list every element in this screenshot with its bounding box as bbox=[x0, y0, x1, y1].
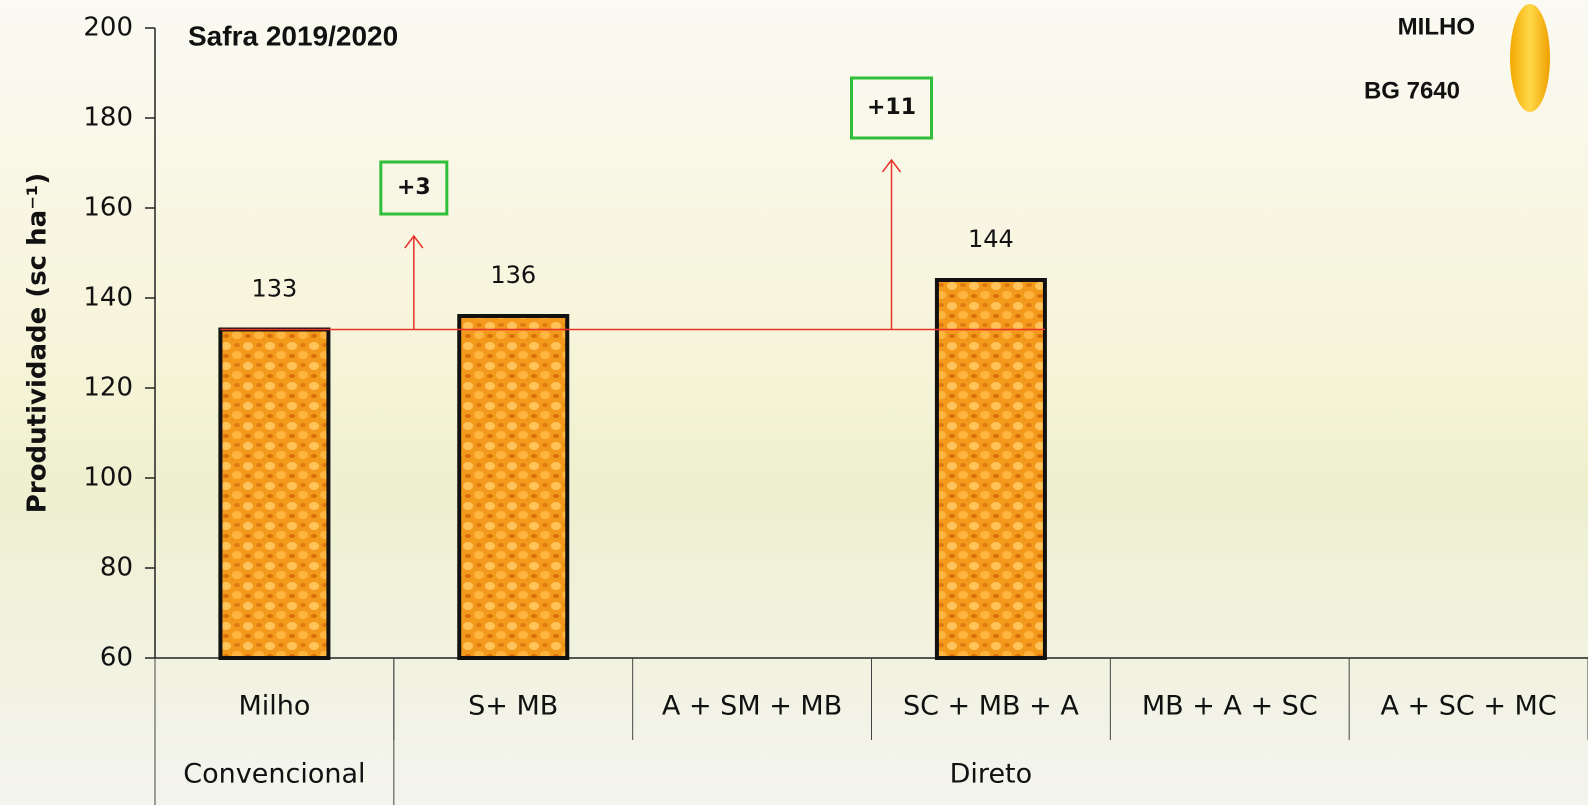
x-tick-label: Milho bbox=[238, 691, 310, 722]
group-label: Direto bbox=[950, 759, 1033, 790]
corn-icon bbox=[1510, 4, 1550, 112]
value-label: 144 bbox=[968, 225, 1014, 253]
gain-label: +3 bbox=[397, 175, 431, 200]
value-label: 136 bbox=[490, 261, 536, 289]
gain-arrowhead bbox=[404, 234, 424, 249]
y-tick-label: 120 bbox=[83, 373, 133, 403]
y-tick-label: 200 bbox=[83, 13, 133, 43]
y-tick-label: 60 bbox=[100, 643, 133, 673]
value-label: 133 bbox=[252, 275, 298, 303]
y-tick-label: 160 bbox=[83, 193, 133, 223]
x-tick-label: S+ MB bbox=[468, 691, 558, 722]
y-tick-label: 180 bbox=[83, 103, 133, 133]
gain-label: +11 bbox=[867, 95, 916, 120]
gain-box bbox=[850, 76, 933, 140]
x-tick-label: MB + A + SC bbox=[1142, 691, 1318, 722]
hybrid-label: BG 7640 bbox=[1364, 77, 1460, 104]
bar bbox=[934, 278, 1047, 660]
group-label: Convencional bbox=[183, 759, 365, 790]
crop-label: MILHO bbox=[1398, 13, 1475, 40]
x-tick-label: A + SC + MC bbox=[1380, 691, 1556, 722]
chart-title: Safra 2019/2020 bbox=[188, 20, 398, 51]
bar bbox=[218, 327, 331, 660]
y-tick-label: 100 bbox=[83, 463, 133, 493]
bar bbox=[457, 314, 570, 660]
x-tick-label: SC + MB + A bbox=[903, 691, 1079, 722]
y-tick-label: 80 bbox=[100, 553, 133, 583]
gain-arrowhead bbox=[881, 158, 902, 173]
gain-box bbox=[379, 160, 449, 216]
y-tick-label: 140 bbox=[83, 283, 133, 313]
y-axis-label: Produtividade (sc ha⁻¹) bbox=[23, 173, 53, 513]
x-tick-label: A + SM + MB bbox=[662, 691, 842, 722]
